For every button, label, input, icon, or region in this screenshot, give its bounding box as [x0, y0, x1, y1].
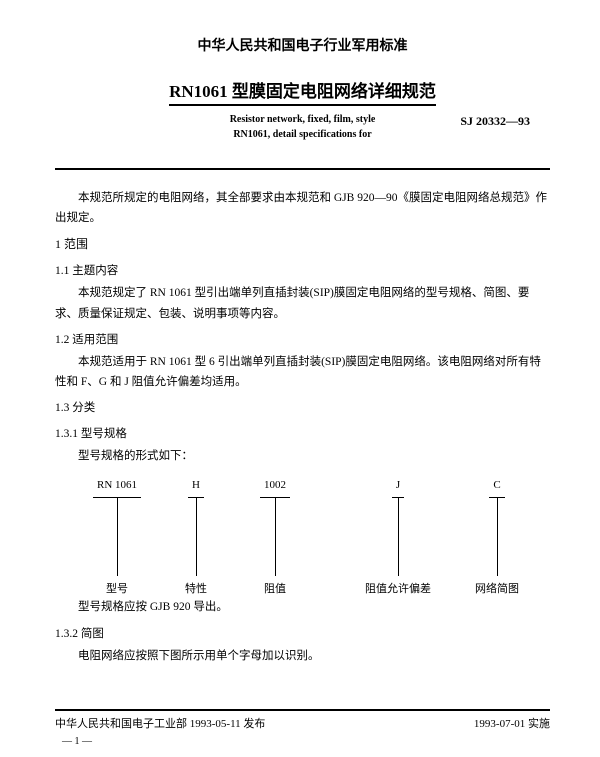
- diagram-bot-label: 阻值允许偏差: [365, 580, 431, 599]
- diagram-vline: [196, 498, 197, 576]
- footer-left: 中华人民共和国电子工业部 1993-05-11 发布: [55, 715, 265, 731]
- title-en-row: Resistor network, fixed, film, style RN1…: [55, 112, 550, 142]
- diagram-top-label: RN 1061: [93, 476, 141, 497]
- divider: [55, 168, 550, 170]
- diagram-bot-label: 特性: [185, 580, 207, 599]
- s131-head: 1.3.1 型号规格: [55, 424, 550, 444]
- intro-p1: 本规范所规定的电阻网络，其全部要求由本规范和 GJB 920—90《膜固定电阻网…: [55, 188, 550, 228]
- diagram-vline: [398, 498, 399, 576]
- diagram-vline: [275, 498, 276, 576]
- s11-p: 本规范规定了 RN 1061 型引出端单列直插封装(SIP)膜固定电阻网络的型号…: [55, 283, 550, 323]
- s1-head: 1 范围: [55, 234, 550, 255]
- s12-head: 1.2 适用范围: [55, 330, 550, 350]
- s131-p: 型号规格的形式如下：: [55, 446, 550, 466]
- diagram-col: 1002 阻值: [260, 476, 290, 599]
- body: 本规范所规定的电阻网络，其全部要求由本规范和 GJB 920—90《膜固定电阻网…: [55, 188, 550, 666]
- s12-p: 本规范适用于 RN 1061 型 6 引出端单列直插封装(SIP)膜固定电阻网络…: [55, 352, 550, 392]
- s11-head: 1.1 主题内容: [55, 261, 550, 281]
- diagram-bot-label: 阻值: [260, 580, 290, 599]
- s132-p: 电阻网络应按照下图所示用单个字母加以识别。: [55, 646, 550, 666]
- diagram-top-label: H: [188, 476, 204, 497]
- diagram-col: RN 1061 型号: [93, 476, 141, 599]
- model-diagram: RN 1061型号H特性1002阻值J阻值允许偏差C网络简图: [65, 476, 540, 591]
- diagram-col: J 阻值允许偏差: [365, 476, 431, 599]
- header-org: 中华人民共和国电子行业军用标准: [55, 35, 550, 55]
- diagram-top-label: C: [489, 476, 504, 497]
- diagram-bot-label: 网络简图: [475, 580, 519, 599]
- footer: 中华人民共和国电子工业部 1993-05-11 发布 1993-07-01 实施: [55, 709, 550, 731]
- diagram-vline: [497, 498, 498, 576]
- title-cn: RN1061 型膜固定电阻网络详细规范: [169, 77, 436, 106]
- s13-head: 1.3 分类: [55, 398, 550, 418]
- diagram-vline: [117, 498, 118, 576]
- std-code: SJ 20332—93: [460, 114, 530, 129]
- diagram-bot-label: 型号: [93, 580, 141, 599]
- s132-head: 1.3.2 简图: [55, 624, 550, 644]
- diagram-top-label: J: [392, 476, 404, 497]
- title-en: Resistor network, fixed, film, style RN1…: [230, 112, 376, 142]
- title-en-l2: RN1061, detail specifications for: [230, 127, 376, 142]
- title-en-l1: Resistor network, fixed, film, style: [230, 112, 376, 127]
- diagram-col: H 特性: [185, 476, 207, 599]
- footer-right: 1993-07-01 实施: [474, 715, 550, 731]
- diagram-top-label: 1002: [260, 476, 290, 497]
- s131-after: 型号规格应按 GJB 920 导出。: [55, 597, 550, 617]
- diagram-col: C 网络简图: [475, 476, 519, 599]
- page-number: — 1 —: [62, 736, 92, 747]
- title-row: RN1061 型膜固定电阻网络详细规范: [55, 77, 550, 106]
